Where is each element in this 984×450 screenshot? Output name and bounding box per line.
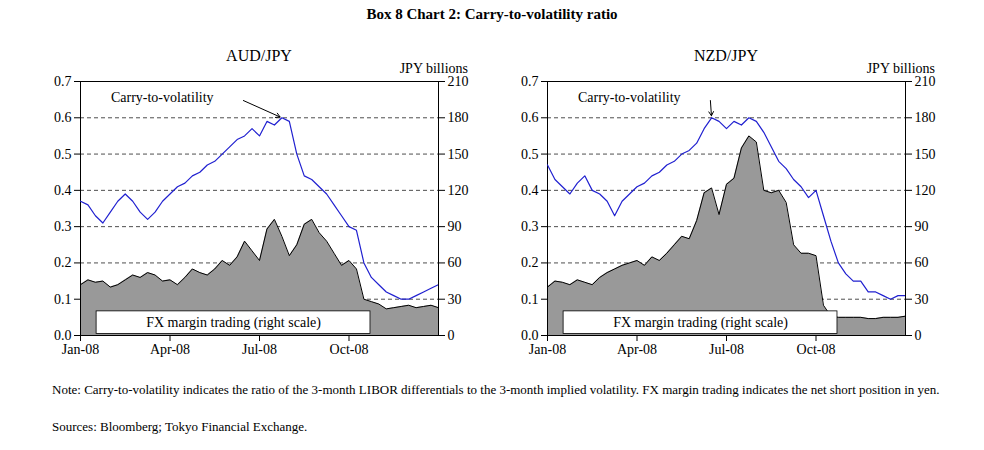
- svg-text:0.1: 0.1: [521, 292, 539, 307]
- svg-text:0: 0: [915, 328, 922, 343]
- svg-text:Jan-08: Jan-08: [529, 342, 566, 357]
- html-text:Sources: Bloomberg; Tokyo Fina: Sources: Bloomberg; Tokyo Financial Exch…: [52, 419, 308, 434]
- svg-text:180: 180: [448, 110, 469, 125]
- svg-text:0.0: 0.0: [54, 328, 72, 343]
- svg-text:210: 210: [915, 74, 936, 89]
- svg-text:0.5: 0.5: [521, 147, 539, 162]
- svg-text:0.3: 0.3: [521, 219, 539, 234]
- svg-text:0.4: 0.4: [521, 183, 539, 198]
- html-text:Box 8 Chart 2: Carry-to-volati: Box 8 Chart 2: Carry-to-volatility ratio: [366, 6, 618, 22]
- svg-text:Oct-08: Oct-08: [797, 342, 836, 357]
- svg-text:0.2: 0.2: [521, 255, 539, 270]
- svg-text:0.7: 0.7: [54, 74, 72, 89]
- svg-text:30: 30: [915, 292, 929, 307]
- svg-text:Carry-to-volatility: Carry-to-volatility: [111, 90, 214, 105]
- svg-text:0.5: 0.5: [54, 147, 72, 162]
- svg-text:0.0: 0.0: [521, 328, 539, 343]
- html-text:JPY billions: JPY billions: [866, 61, 935, 76]
- svg-text:0: 0: [448, 328, 455, 343]
- html-text:AUD/JPY: AUD/JPY: [226, 47, 292, 64]
- html-text:NZD/JPY: NZD/JPY: [694, 47, 758, 64]
- svg-text:Carry-to-volatility: Carry-to-volatility: [578, 90, 681, 105]
- svg-text:0.7: 0.7: [521, 74, 539, 89]
- svg-text:0.4: 0.4: [54, 183, 72, 198]
- html-text:JPY billions: JPY billions: [399, 61, 468, 76]
- svg-text:Jan-08: Jan-08: [62, 342, 99, 357]
- svg-text:Oct-08: Oct-08: [330, 342, 369, 357]
- svg-text:90: 90: [448, 219, 462, 234]
- svg-text:150: 150: [448, 147, 469, 162]
- svg-text:FX margin trading (right scale: FX margin trading (right scale): [613, 315, 788, 331]
- svg-text:Apr-08: Apr-08: [150, 342, 190, 357]
- svg-text:Apr-08: Apr-08: [617, 342, 657, 357]
- svg-text:0.1: 0.1: [54, 292, 72, 307]
- svg-text:0.3: 0.3: [54, 219, 72, 234]
- svg-text:Jul-08: Jul-08: [242, 342, 277, 357]
- svg-text:180: 180: [915, 110, 936, 125]
- svg-text:FX margin trading (right scale: FX margin trading (right scale): [146, 315, 321, 331]
- svg-text:90: 90: [915, 219, 929, 234]
- svg-text:0.2: 0.2: [54, 255, 72, 270]
- svg-text:0.6: 0.6: [521, 110, 539, 125]
- svg-text:120: 120: [448, 183, 469, 198]
- svg-text:30: 30: [448, 292, 462, 307]
- svg-text:Jul-08: Jul-08: [709, 342, 744, 357]
- svg-text:0.6: 0.6: [54, 110, 72, 125]
- svg-text:150: 150: [915, 147, 936, 162]
- svg-text:60: 60: [915, 255, 929, 270]
- svg-text:210: 210: [448, 74, 469, 89]
- svg-text:60: 60: [448, 255, 462, 270]
- svg-text:120: 120: [915, 183, 936, 198]
- html-text:Note: Carry-to-volatility indi: Note: Carry-to-volatility indicates the …: [52, 382, 940, 397]
